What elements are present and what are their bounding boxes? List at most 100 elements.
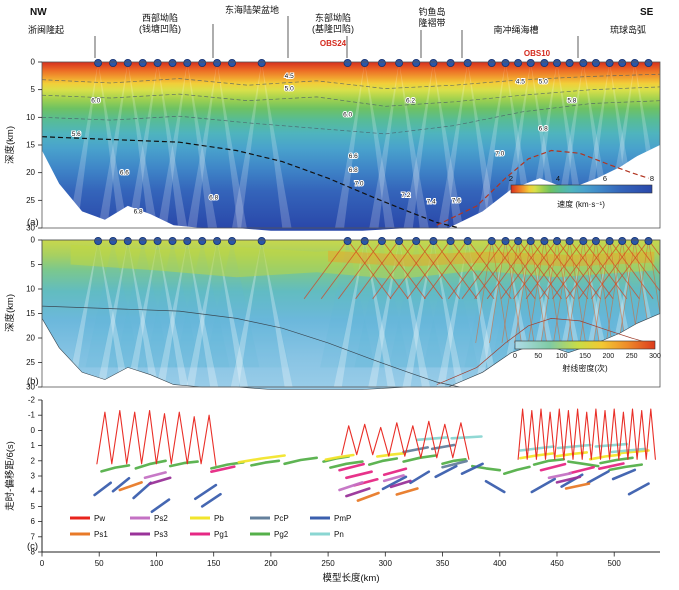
region-label: 钓鱼岛 (418, 6, 445, 17)
ray-fan (516, 240, 572, 368)
ray-gap-streak (217, 62, 247, 228)
region-label: 东部坳陷 (315, 12, 351, 23)
dense-ray-streak (604, 240, 649, 300)
dense-ray-streak (415, 240, 461, 300)
ray-gap-streak (438, 62, 468, 228)
phase-pick-PmP (586, 470, 610, 485)
traveltime-axis-label: 走时-偏移距/6(s) (4, 441, 16, 511)
dense-ray-streak (553, 240, 570, 343)
time-tick-label: 6 (31, 517, 36, 526)
phase-pick-Ps1 (356, 491, 380, 502)
x-axis-label: 模型长度(km) (323, 572, 380, 584)
ray-fans-b (67, 240, 660, 387)
ray-gap-streak (126, 240, 158, 387)
velocity-contour-label: 4.5 (285, 73, 294, 80)
obs-station-dot (579, 59, 588, 68)
velocity-contour-label: 5.8 (567, 98, 576, 105)
ray-fan (234, 240, 290, 368)
ray-fan (189, 240, 245, 368)
dense-ray-streak (364, 240, 409, 300)
ray-gap-streak (157, 240, 189, 387)
velocity-contour-label: 5.0 (539, 78, 548, 85)
obs-station-dot (377, 59, 386, 68)
ray-gap-streak (474, 240, 506, 387)
obs-station-dot (395, 59, 404, 68)
obs-station-dot (153, 236, 162, 245)
moho-uplift-line-b (436, 318, 649, 385)
phase-pick-Pw (517, 408, 656, 460)
obs-station-dot (138, 59, 147, 68)
dense-ray-streak (303, 240, 348, 300)
phase-pick-Pg2 (368, 457, 399, 466)
ray-density-colorbar-tick: 0 (513, 353, 517, 360)
velocity-colorbar-tick: 8 (650, 174, 654, 183)
dense-ray-streak (501, 240, 519, 343)
region-label: (钱塘凹陷) (139, 23, 181, 34)
phase-pick-Ps3 (555, 475, 582, 484)
velocity-colorbar-tick: 4 (556, 174, 560, 183)
time-tick-label: 4 (31, 487, 36, 496)
obs-station-dot (168, 59, 177, 68)
ray-fan (70, 240, 126, 368)
phase-pick-PcP (441, 459, 468, 469)
dense-ray-streak (347, 240, 392, 300)
panel-b-letter: (b) (27, 376, 39, 387)
obs-station-dot (94, 236, 103, 245)
velocity-contour-line (41, 86, 661, 107)
region-label: 西部坳陷 (142, 12, 178, 23)
dense-ray-streak (540, 240, 558, 343)
phase-pick-Pg2 (283, 456, 318, 466)
phase-pick-Ps2 (338, 481, 364, 492)
depth-tick-label: 10 (26, 285, 35, 294)
ray-fan (529, 240, 585, 368)
legend-label-Pg2: Pg2 (274, 530, 289, 539)
phase-pick-Pb (237, 454, 286, 464)
dense-ray-streak (566, 240, 584, 343)
obs-station-dot (591, 59, 600, 68)
ray-density-colorbar-tick: 250 (626, 353, 638, 360)
phase-pick-Ps3 (148, 476, 172, 486)
region-label: 浙闽隆起 (28, 24, 64, 35)
obs-station-dot (446, 236, 455, 245)
distance-tick-label: 300 (379, 559, 393, 568)
dense-ray-streak (486, 240, 532, 300)
obs-station-dot (553, 59, 562, 68)
phase-pick-Pg1 (382, 467, 408, 477)
ray-gap-streak (156, 240, 188, 387)
obs-station-dot (153, 59, 162, 68)
obs-station-dot (395, 236, 404, 245)
ray-fan (115, 240, 171, 368)
ray-fan (145, 240, 200, 368)
ray-gap-streak (217, 240, 248, 387)
dense-ray-streak (648, 240, 660, 300)
legend-label-Pw: Pw (94, 514, 105, 523)
dense-ray-streak (505, 240, 522, 343)
model-outline-b (41, 239, 661, 390)
obs-station-dot (343, 59, 352, 68)
obs-station-dot (360, 236, 369, 245)
distance-tick-label: 100 (150, 559, 164, 568)
dense-ray-streak (398, 240, 443, 300)
obs-station-dot (644, 236, 653, 245)
depth-tick-label: 25 (26, 358, 35, 367)
distance-tick-label: 450 (550, 559, 564, 568)
obs-station-dot (630, 59, 639, 68)
ray-gap-streak (609, 240, 641, 387)
time-tick-label: -2 (28, 396, 36, 405)
ray-gap-streak (232, 62, 262, 228)
phase-pick-Pb (376, 451, 407, 458)
ray-gap-streak (505, 240, 537, 387)
ray-fan (174, 240, 230, 368)
region-label: 南冲绳海槽 (493, 24, 538, 35)
time-tick-label: 2 (31, 456, 36, 465)
velocity-contour-label: 5.0 (285, 86, 294, 93)
dense-ray-streak (590, 240, 636, 300)
obs-station-dot (565, 59, 574, 68)
dense-ray-streak (447, 240, 493, 300)
region-label: 隆褶带 (418, 17, 445, 28)
velocity-contour-label: 7.2 (401, 192, 410, 199)
dense-ray-streak (609, 240, 626, 343)
time-tick-label: 5 (31, 502, 36, 511)
ray-fan (555, 240, 611, 368)
